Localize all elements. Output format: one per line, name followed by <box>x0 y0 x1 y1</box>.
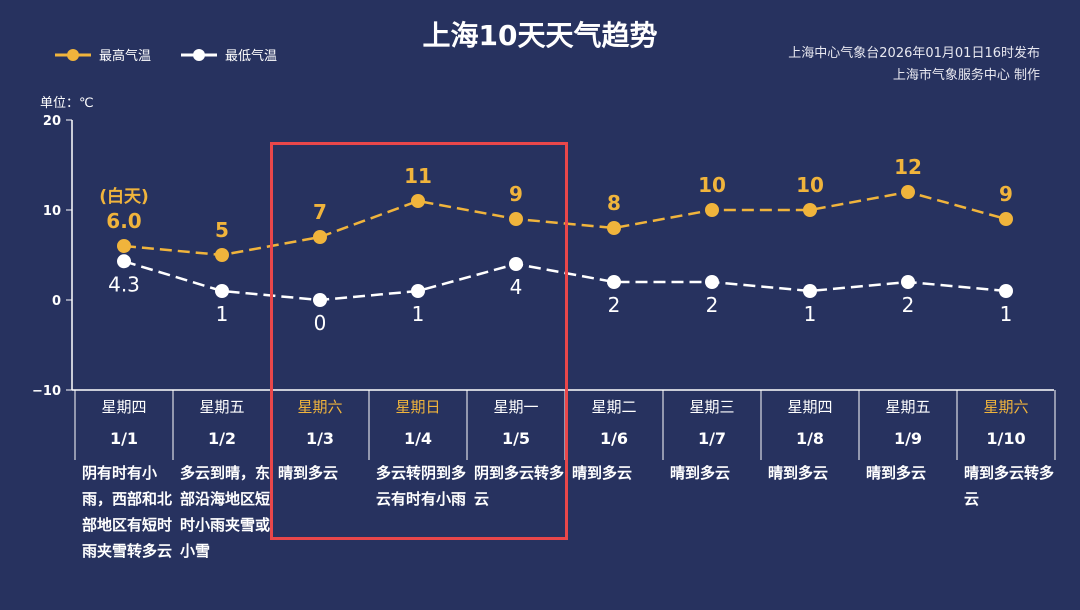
low-temp-label: 1 <box>1000 302 1013 326</box>
low-temp-label: 2 <box>608 293 621 317</box>
y-tick-label: 20 <box>43 114 61 129</box>
high-temp-point <box>117 239 131 253</box>
date-label: 1/6 <box>599 429 629 448</box>
weather-description: 晴到多云 <box>768 464 829 482</box>
high-temp-label: 10 <box>796 173 824 197</box>
chart-title: 上海10天天气趋势 <box>422 19 658 52</box>
legend-low-label: 最低气温 <box>225 49 278 64</box>
day-header: 星期日 1/4 <box>369 392 467 456</box>
low-temp-label: 1 <box>412 302 425 326</box>
day-header: 星期六 1/10 <box>957 392 1055 456</box>
weather-description: 多云转阴到多云有时有小雨 <box>376 464 467 508</box>
weekday-label: 星期二 <box>591 398 637 416</box>
high-temp-point <box>411 194 425 208</box>
high-temp-label: 5 <box>215 218 229 242</box>
y-tick-label: −10 <box>32 384 61 399</box>
low-temp-point <box>117 254 131 269</box>
weekday-label: 星期五 <box>885 398 931 416</box>
high-temp-label: 8 <box>607 191 621 215</box>
day-header: 星期五 1/2 <box>173 392 271 456</box>
low-temp-point <box>803 284 817 298</box>
low-temp-label: 4 <box>510 275 523 299</box>
date-label: 1/10 <box>986 429 1026 448</box>
high-temp-point <box>313 230 327 244</box>
weather-description: 晴到多云转多云 <box>964 464 1055 508</box>
legend-high: 最高气温 <box>55 45 151 64</box>
weekday-label: 星期六 <box>297 398 343 416</box>
low-temp-point <box>705 275 719 289</box>
y-tick-label: 10 <box>43 204 61 219</box>
day-header: 星期四 1/1 <box>75 392 173 456</box>
legend-high-marker-icon <box>55 48 91 61</box>
weekday-label: 星期三 <box>689 398 735 416</box>
low-temp-point <box>411 284 425 298</box>
weather-description: 晴到多云 <box>670 464 731 482</box>
low-temp-point <box>313 293 327 307</box>
date-label: 1/4 <box>403 429 433 448</box>
low-temp-point <box>509 257 523 271</box>
legend-high-label: 最高气温 <box>99 49 152 64</box>
weekday-label: 星期四 <box>101 398 147 416</box>
weather-description: 多云到晴，东部沿海地区短时小雨夹雪或小雪 <box>180 464 271 560</box>
high-temp-label: 7 <box>313 200 327 224</box>
low-temp-point <box>901 275 915 289</box>
low-temp-label: 0 <box>314 311 327 335</box>
day-header: 星期二 1/6 <box>565 392 663 456</box>
low-temp-label: 1 <box>804 302 817 326</box>
high-temp-point <box>607 221 621 235</box>
date-label: 1/9 <box>893 429 923 448</box>
weather-description: 晴到多云 <box>278 464 339 482</box>
high-temp-label: 6.0 <box>106 209 141 233</box>
weekday-label: 星期日 <box>395 398 441 416</box>
date-label: 1/2 <box>207 429 237 448</box>
weather-description: 晴到多云 <box>572 464 633 482</box>
high-temp-point <box>901 185 915 199</box>
legend: 最高气温 最低气温 <box>55 45 277 64</box>
high-temp-point <box>999 212 1013 226</box>
high-temp-label: 11 <box>404 164 432 188</box>
legend-low: 最低气温 <box>181 45 277 64</box>
weather-description: 晴到多云 <box>866 464 927 482</box>
weekday-label: 星期一 <box>493 398 539 416</box>
day-header: 星期三 1/7 <box>663 392 761 456</box>
low-temp-label: 2 <box>706 293 719 317</box>
low-temp-label: 4.3 <box>108 272 140 296</box>
legend-low-marker-icon <box>181 48 218 61</box>
producer-line: 上海市气象服务中心 制作 <box>892 68 1040 83</box>
high-temp-label: 9 <box>509 182 523 206</box>
weekday-label: 星期五 <box>199 398 245 416</box>
high-temp-point <box>509 212 523 226</box>
day-header: 星期四 1/8 <box>761 392 859 456</box>
low-temp-label: 1 <box>216 302 229 326</box>
weekday-label: 星期六 <box>983 398 1029 416</box>
date-label: 1/1 <box>109 429 139 448</box>
date-label: 1/7 <box>697 429 727 448</box>
low-temp-label: 2 <box>902 293 915 317</box>
high-temp-point <box>705 203 719 217</box>
day-header: 星期五 1/9 <box>859 392 957 456</box>
daytime-note: (白天) <box>99 186 149 207</box>
weekday-label: 星期四 <box>787 398 833 416</box>
high-temp-label: 12 <box>894 155 922 179</box>
high-temp-label: 9 <box>999 182 1013 206</box>
low-temp-point <box>607 275 621 289</box>
low-temp-point <box>999 284 1013 298</box>
y-tick-label: 0 <box>52 294 61 309</box>
date-label: 1/3 <box>305 429 335 448</box>
high-temp-point <box>803 203 817 217</box>
date-label: 1/8 <box>795 429 825 448</box>
high-temp-label: 10 <box>698 173 726 197</box>
high-temp-point <box>215 248 229 262</box>
low-temp-line <box>123 260 1007 302</box>
day-header: 星期一 1/5 <box>467 392 565 456</box>
weather-description: 阴有时有小雨，西部和北部地区有短时雨夹雪转多云 <box>82 464 173 560</box>
low-temp-point <box>215 284 229 298</box>
day-header: 星期六 1/3 <box>271 392 369 456</box>
high-temp-line <box>123 190 1007 257</box>
date-label: 1/5 <box>501 429 531 448</box>
source-line: 上海中心气象台2026年01月01日16时发布 <box>788 46 1040 61</box>
weather-description: 阴到多云转多云 <box>474 464 565 508</box>
unit-label: 单位：℃ <box>40 96 94 111</box>
